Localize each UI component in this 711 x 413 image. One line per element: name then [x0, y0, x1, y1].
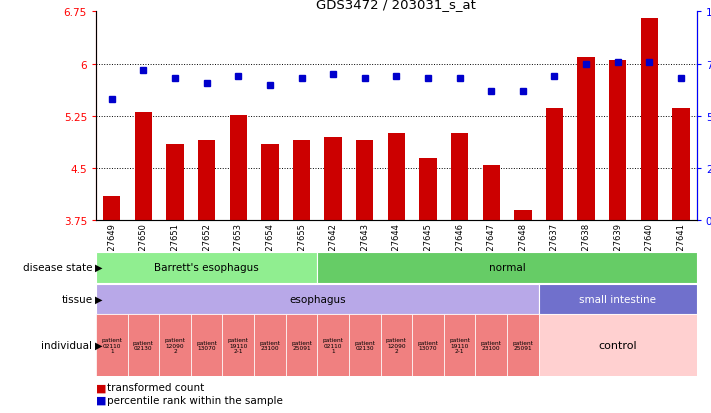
Text: patient
13070: patient 13070 [196, 340, 217, 351]
Bar [103, 197, 120, 221]
Bar [96, 252, 317, 283]
Bar [380, 315, 412, 376]
Bar [159, 315, 191, 376]
Text: ■: ■ [96, 382, 107, 392]
Bar [444, 315, 476, 376]
Title: GDS3472 / 203031_s_at: GDS3472 / 203031_s_at [316, 0, 476, 11]
Bar [507, 315, 539, 376]
Bar [317, 315, 349, 376]
Bar [349, 315, 380, 376]
Text: Barrett's esophagus: Barrett's esophagus [154, 262, 259, 273]
Bar [514, 211, 532, 221]
Bar [546, 108, 563, 221]
Bar [476, 315, 507, 376]
Text: patient
25091: patient 25091 [513, 340, 533, 351]
Text: patient
19110
2-1: patient 19110 2-1 [449, 337, 470, 353]
Bar [387, 134, 405, 221]
Text: patient
23100: patient 23100 [260, 340, 280, 351]
Bar [198, 141, 215, 221]
Bar [412, 315, 444, 376]
Text: esophagus: esophagus [289, 294, 346, 304]
Text: percentile rank within the sample: percentile rank within the sample [107, 395, 282, 405]
Text: individual: individual [41, 340, 92, 350]
Text: transformed count: transformed count [107, 382, 204, 392]
Bar [96, 315, 127, 376]
Bar [317, 252, 697, 283]
Bar [609, 61, 626, 221]
Text: ▶: ▶ [95, 294, 103, 304]
Text: patient
12090
2: patient 12090 2 [165, 337, 186, 353]
Text: patient
02110
1: patient 02110 1 [102, 337, 122, 353]
Bar [577, 57, 595, 221]
Text: tissue: tissue [61, 294, 92, 304]
Text: patient
13070: patient 13070 [417, 340, 439, 351]
Bar [286, 315, 317, 376]
Text: ■: ■ [96, 395, 107, 405]
Bar [230, 115, 247, 221]
Bar [127, 315, 159, 376]
Text: patient
23100: patient 23100 [481, 340, 502, 351]
Text: ▶: ▶ [95, 262, 103, 273]
Text: patient
12090
2: patient 12090 2 [386, 337, 407, 353]
Text: patient
02130: patient 02130 [354, 340, 375, 351]
Text: patient
02130: patient 02130 [133, 340, 154, 351]
Bar [191, 315, 223, 376]
Bar [293, 141, 310, 221]
Bar [254, 315, 286, 376]
Text: patient
02110
1: patient 02110 1 [323, 337, 343, 353]
Bar [539, 315, 697, 376]
Bar [419, 159, 437, 221]
Bar [539, 284, 697, 314]
Bar [96, 284, 539, 314]
Text: small intestine: small intestine [579, 294, 656, 304]
Bar [673, 108, 690, 221]
Bar [134, 113, 152, 221]
Bar [261, 145, 279, 221]
Text: normal: normal [488, 262, 525, 273]
Bar [223, 315, 254, 376]
Bar [166, 145, 183, 221]
Bar [356, 141, 373, 221]
Bar [483, 165, 500, 221]
Text: ▶: ▶ [95, 340, 103, 350]
Text: control: control [599, 340, 637, 350]
Text: patient
19110
2-1: patient 19110 2-1 [228, 337, 249, 353]
Bar [641, 19, 658, 221]
Bar [324, 138, 342, 221]
Text: patient
25091: patient 25091 [291, 340, 312, 351]
Bar [451, 134, 469, 221]
Text: disease state: disease state [23, 262, 92, 273]
